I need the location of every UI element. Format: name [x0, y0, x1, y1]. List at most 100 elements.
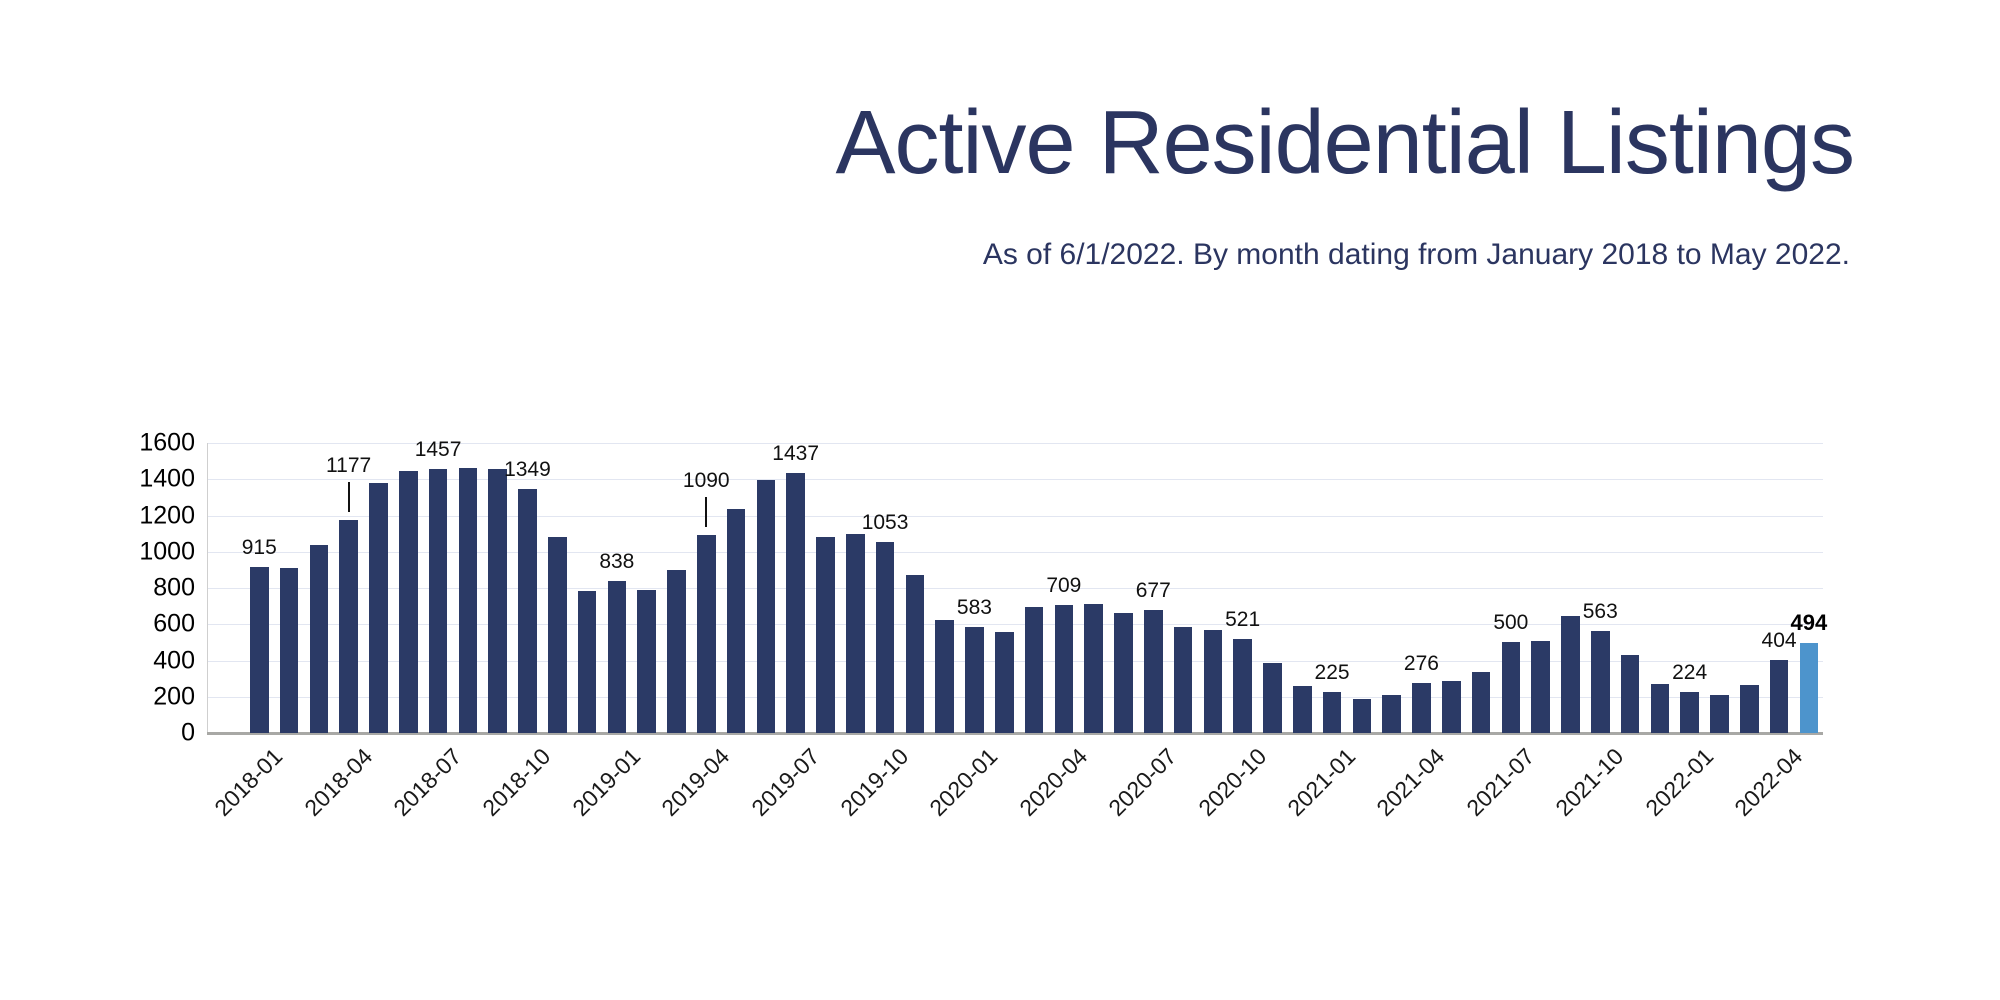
- bar-2022-03: [1740, 684, 1759, 733]
- plot-area: 0 200 400 600 800 1000 1200 1400 1600 915 1177 1457…: [139, 429, 1827, 822]
- bar-value-label: 404: [1761, 628, 1797, 652]
- bar-2021-08: [1531, 641, 1550, 733]
- bar-2018-11: [548, 537, 567, 733]
- bar-2019-03: [667, 569, 686, 733]
- bar-2019-07: [786, 472, 805, 733]
- x-tick-label: 2020-07: [1103, 743, 1182, 822]
- y-tick-label: 1200: [139, 501, 195, 529]
- x-tick-label: 2019-01: [567, 743, 646, 822]
- bar-2019-10: [875, 542, 895, 733]
- gridline: [207, 588, 1823, 589]
- x-tick-label: 2021-01: [1282, 743, 1361, 822]
- gridline: [207, 660, 1823, 662]
- y-tick-label: 400: [153, 646, 195, 674]
- x-tick-label: 2018-01: [209, 743, 288, 822]
- bar-value-label: 494: [1790, 610, 1828, 636]
- x-tick-label: 2020-10: [1192, 743, 1272, 822]
- bar-2020-07: [1144, 610, 1163, 733]
- bar-2020-03: [1024, 607, 1044, 733]
- x-tick-label: 2019-10: [835, 743, 914, 822]
- bar-2020-01: [965, 627, 984, 733]
- bar-value-label: 838: [599, 550, 635, 574]
- bar-value-label: 1177: [326, 453, 372, 477]
- label-leader-line: [705, 497, 708, 528]
- bar-2020-05: [1084, 604, 1103, 733]
- x-tick-label: 2021-04: [1371, 743, 1450, 822]
- bar-2019-04: [697, 535, 716, 733]
- bar-value-label: 915: [241, 536, 277, 560]
- bar-2019-08: [816, 537, 835, 733]
- bar-2021-07: [1501, 642, 1521, 733]
- x-tick-label: 2018-07: [388, 743, 467, 822]
- bar-2018-09: [488, 469, 507, 733]
- bar-2018-06: [399, 471, 418, 733]
- y-tick-label: 800: [153, 573, 195, 602]
- chart-title: Active Residential Listings: [835, 93, 1855, 193]
- bar-2021-05: [1442, 681, 1461, 733]
- bar-2021-11: [1620, 655, 1640, 733]
- gridline: [207, 696, 1823, 698]
- bar-2020-10: [1233, 638, 1252, 733]
- bar-2021-10: [1591, 630, 1610, 733]
- y-tick-label: 1600: [139, 428, 195, 457]
- bar-value-label: 500: [1493, 611, 1529, 635]
- y-axis-line: [207, 443, 208, 733]
- bar-2018-05: [369, 482, 388, 733]
- bar-value-label: 677: [1135, 579, 1171, 603]
- x-tick-label: 2020-01: [924, 743, 1003, 822]
- bar-2021-02: [1352, 698, 1372, 733]
- x-axis-line: [207, 732, 1823, 735]
- x-tick-label: 2021-07: [1461, 743, 1540, 822]
- bar-2018-10: [518, 488, 537, 733]
- bar-value-label: 224: [1672, 661, 1708, 685]
- x-tick-label: 2018-10: [477, 743, 556, 822]
- bar-2019-02: [637, 589, 656, 733]
- bar-2021-03: [1382, 694, 1401, 733]
- gridline: [207, 443, 1823, 444]
- bar-2020-09: [1203, 629, 1223, 733]
- chart-subtitle: As of 6/1/2022. By month dating from Jan…: [982, 238, 1850, 271]
- bar-2018-01: [250, 567, 269, 733]
- bar-value-label: 225: [1314, 661, 1350, 685]
- bar-2019-09: [846, 533, 865, 733]
- y-tick-label: 0: [181, 718, 195, 747]
- bar-2019-05: [726, 509, 746, 733]
- bar-2019-12: [935, 619, 954, 733]
- bar-2021-01: [1322, 692, 1342, 733]
- y-tick-label: 1400: [139, 464, 195, 493]
- bar-value-label: 521: [1225, 607, 1261, 631]
- bar-2018-02: [279, 568, 299, 733]
- y-tick-label: 200: [153, 682, 195, 711]
- x-tick-label: 2021-10: [1550, 743, 1629, 822]
- bar-value-label: 276: [1403, 651, 1439, 675]
- x-tick-label: 2019-04: [656, 743, 735, 822]
- bar-2022-01: [1680, 692, 1699, 733]
- bar-2021-09: [1561, 616, 1580, 733]
- bar-value-label: 1349: [504, 457, 551, 481]
- gridline: [207, 479, 1823, 481]
- bar-2022-02: [1710, 694, 1729, 733]
- bar-2020-02: [995, 632, 1014, 733]
- bar-2020-12: [1293, 685, 1312, 733]
- bar-2019-11: [905, 575, 925, 733]
- y-tick-label: 1000: [139, 537, 195, 566]
- bar-value-label: 1090: [682, 469, 730, 493]
- label-leader-line: [347, 481, 350, 512]
- x-tick-label: 2019-07: [745, 743, 825, 822]
- bar-value-label: 709: [1046, 573, 1082, 597]
- bar-2018-03: [309, 545, 329, 733]
- x-tick-label: 2022-01: [1639, 743, 1719, 822]
- bar-2020-08: [1173, 626, 1193, 733]
- bar-2020-11: [1263, 663, 1282, 733]
- bar-2018-04: [339, 519, 358, 733]
- bar-2021-06: [1471, 672, 1491, 733]
- bar-2022-05: [1799, 643, 1819, 733]
- bar-value-label: 583: [956, 596, 992, 620]
- x-tick-label: 2022-04: [1729, 743, 1808, 822]
- bar-2018-08: [458, 468, 478, 733]
- gridline: [207, 515, 1823, 517]
- bar-value-label: 1457: [414, 437, 462, 461]
- bar-value-label: 563: [1582, 599, 1618, 623]
- x-tick-label: 2020-04: [1014, 743, 1093, 822]
